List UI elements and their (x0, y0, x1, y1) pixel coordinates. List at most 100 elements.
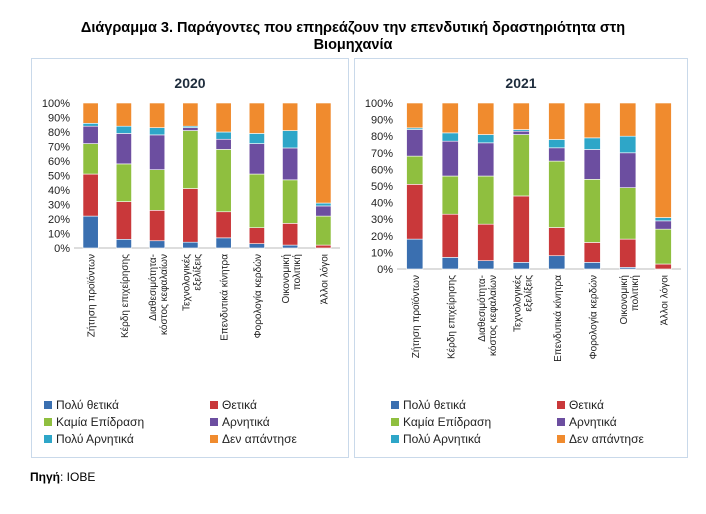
legend-swatch (557, 401, 565, 409)
y-tick-label: 20% (371, 231, 393, 243)
source-label: Πηγή (30, 470, 60, 484)
bar-segment (548, 102, 566, 140)
x-category-label: Τεχνολογικέςεξελίξεις (511, 275, 534, 332)
bar-segment (182, 130, 199, 189)
bar-segment (248, 173, 265, 229)
legend-swatch (210, 435, 218, 443)
bar-segment (82, 215, 99, 249)
legend-label: Αρνητικά (569, 415, 617, 429)
bar-segment (583, 262, 601, 270)
x-category-label: Διαθεσιμότητα-κόστος κεφαλαίων (147, 254, 170, 335)
bar-segment (441, 102, 459, 134)
page-title: Διάγραμμα 3. Παράγοντες που επηρεάζουν τ… (0, 20, 706, 54)
bar-segment (548, 255, 566, 270)
bar-segment (441, 213, 459, 258)
bar-segment (654, 263, 672, 270)
x-category-label: Φορολογία κερδών (252, 254, 264, 338)
bar-segment (512, 102, 530, 130)
bar-segment (115, 125, 132, 134)
legend-label: Καμία Επίδραση (403, 415, 491, 429)
bar-segment (115, 201, 132, 240)
bar-segment (315, 205, 332, 217)
bar-segment (654, 228, 672, 265)
bar-segment (215, 138, 232, 150)
legend-swatch (44, 401, 52, 409)
x-category-label: Κέρδη επιχείρησης (445, 275, 457, 359)
y-tick-label: 60% (371, 164, 393, 176)
bar-segment (512, 134, 530, 197)
bar-segment (654, 220, 672, 230)
bar-segment (82, 125, 99, 144)
bar-segment (441, 140, 459, 177)
bar-segment (215, 149, 232, 213)
y-tick-label: 30% (371, 214, 393, 226)
y-tick-label: 10% (371, 247, 393, 259)
bar-segment (248, 102, 265, 134)
y-tick-label: 90% (371, 115, 393, 127)
legend-swatch (391, 401, 399, 409)
x-category-label: Κέρδη επιχείρησης (119, 254, 131, 338)
bar-segment (182, 127, 199, 131)
legend-label: Πολύ θετικά (403, 398, 466, 412)
bar-segment (406, 238, 424, 270)
x-category-label: Φορολογία κερδών (587, 275, 599, 359)
bar-segment (215, 102, 232, 133)
bar-segment (477, 260, 495, 270)
bar-segment (282, 179, 299, 224)
bar-segment (477, 175, 495, 225)
bar-segment (182, 241, 199, 249)
bar-segment (619, 135, 637, 154)
bar-segment (619, 187, 637, 240)
legend-label: Δεν απάντησε (222, 432, 298, 446)
x-category-label: Διαθεσιμότητα-κόστος κεφαλαίων (476, 275, 499, 356)
bar-segment (282, 147, 299, 181)
bar-segment (149, 240, 166, 249)
bar-segment (149, 127, 166, 136)
bar-segment (248, 243, 265, 249)
y-tick-label: 100% (42, 98, 70, 110)
bar-segment (477, 102, 495, 135)
bar-segment (583, 242, 601, 263)
y-tick-label: 40% (371, 198, 393, 210)
legend-swatch (44, 418, 52, 426)
x-category-label: Οικονομικήπολιτική (280, 254, 303, 304)
legend-label: Αρνητικά (222, 415, 270, 429)
bar-segment (406, 129, 424, 157)
x-category-label: Τεχνολογικέςεξελίξεις (180, 254, 203, 311)
legend-label: Θετικά (222, 398, 257, 412)
bar-segment (512, 195, 530, 263)
bar-segment (619, 238, 637, 268)
chart-title-2021: 2021 (505, 75, 536, 91)
legend-label: Πολύ Αρνητικά (403, 432, 481, 446)
legend-label: Καμία Επίδραση (56, 415, 144, 429)
bar-segment (248, 227, 265, 244)
x-category-label: Επενδυτικά κίνητρα (219, 254, 231, 341)
bar-segment (149, 169, 166, 211)
legend-swatch (391, 435, 399, 443)
bar-segment (619, 152, 637, 188)
chart-2021: 2021 0% 10% 20% 30% 40% 50% 60% 70% 80% 90% 100% Ζήτ… (365, 75, 681, 446)
legend-swatch (44, 435, 52, 443)
y-tick-label: 10% (48, 229, 70, 241)
bar-segment (82, 143, 99, 175)
bar-segment (583, 149, 601, 180)
bar-segment (512, 262, 530, 270)
legend-swatch (210, 401, 218, 409)
y-tick-label: 20% (48, 214, 70, 226)
bar-segment (548, 139, 566, 149)
bar-segment (315, 244, 332, 249)
bar-segment (282, 244, 299, 249)
bar-segment (149, 210, 166, 242)
bar-segment (583, 102, 601, 139)
legend-label: Πολύ θετικά (56, 398, 119, 412)
x-category-label: Οικονομικήπολιτική (618, 275, 641, 325)
x-category-label: Άλλοι λόγοι (318, 254, 330, 304)
chart-title-2020: 2020 (174, 75, 205, 91)
bar-segment (548, 147, 566, 162)
chart-panel-2020: 2020 0% 10% 20% 30% 40% 50% 60% 70% 80% 90% 100% Ζήτ… (31, 58, 349, 458)
bar-segment (406, 184, 424, 240)
bar-segment (477, 134, 495, 144)
x-category-label: Άλλοι λόγοι (658, 275, 670, 325)
bar-segment (115, 102, 132, 127)
y-tick-label: 70% (48, 142, 70, 154)
